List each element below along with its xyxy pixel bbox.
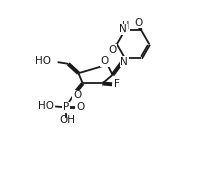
Text: F: F [113, 79, 119, 89]
Text: P: P [62, 102, 68, 112]
Text: O: O [133, 18, 142, 28]
Text: HO: HO [35, 56, 51, 66]
Text: H: H [122, 21, 129, 31]
Text: N: N [120, 57, 127, 67]
Text: N: N [118, 24, 126, 34]
Text: HO: HO [38, 101, 54, 111]
Text: O: O [73, 90, 81, 100]
Text: O: O [107, 45, 116, 55]
Text: O: O [100, 56, 108, 66]
Text: OH: OH [59, 115, 75, 125]
Text: O: O [76, 102, 84, 112]
